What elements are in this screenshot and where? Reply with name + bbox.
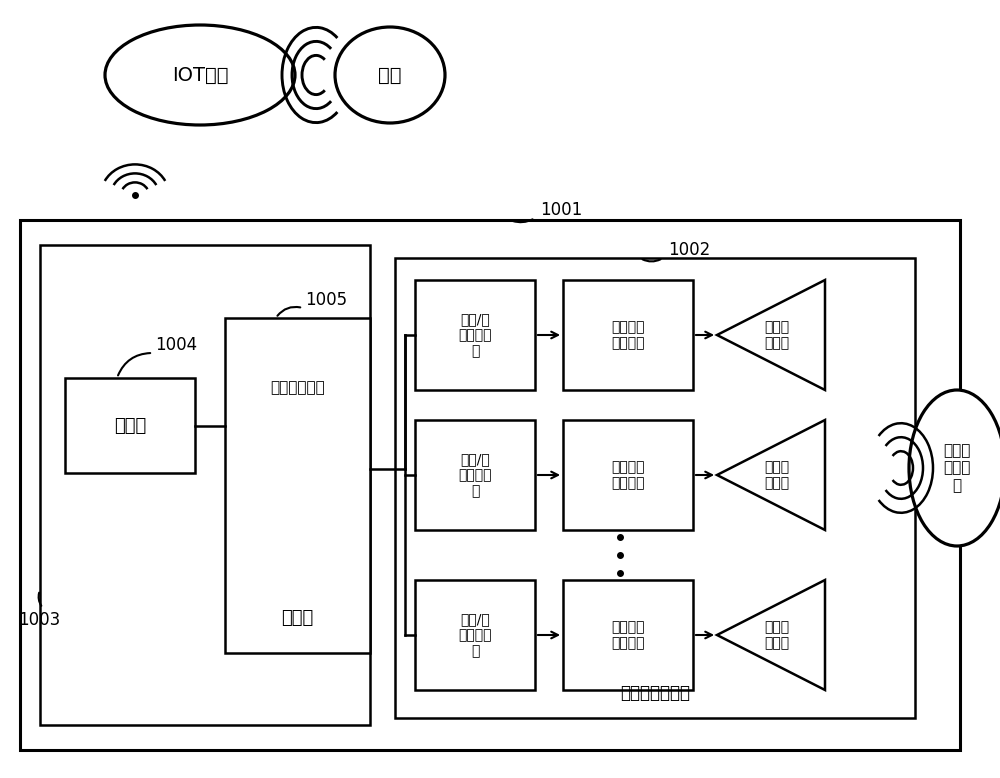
Bar — [20, 220, 960, 750]
Bar — [563, 580, 693, 690]
Text: 处理器: 处理器 — [114, 416, 146, 434]
Text: 异味检测程序: 异味检测程序 — [270, 380, 325, 395]
Text: 1001: 1001 — [540, 201, 582, 219]
Text: 电压/电
流转换电
路: 电压/电 流转换电 路 — [458, 452, 492, 498]
Bar — [563, 280, 693, 390]
Bar — [415, 420, 535, 530]
Text: 电阔变化
検测电桥: 电阔变化 検测电桥 — [611, 620, 645, 650]
Bar — [225, 318, 370, 653]
Ellipse shape — [335, 27, 445, 123]
Text: 应力感
应单元: 应力感 应单元 — [764, 460, 789, 490]
Text: 气味传感器阵列: 气味传感器阵列 — [620, 684, 690, 702]
Bar — [395, 258, 915, 718]
Text: 电压/电
流转换电
路: 电压/电 流转换电 路 — [458, 612, 492, 658]
Bar — [65, 378, 195, 473]
Ellipse shape — [909, 390, 1000, 546]
Text: 电阔变化
検测电桥: 电阔变化 検测电桥 — [611, 460, 645, 490]
Bar — [415, 580, 535, 690]
Text: 应力感
应单元: 应力感 应单元 — [764, 320, 789, 350]
Text: 存储器: 存储器 — [281, 609, 314, 627]
Text: IOT网络: IOT网络 — [172, 65, 228, 85]
Text: 电压/电
流转换电
路: 电压/电 流转换电 路 — [458, 312, 492, 358]
Bar — [40, 245, 370, 725]
Text: 应力感
应单元: 应力感 应单元 — [764, 620, 789, 650]
Text: 电阔变化
検测电桥: 电阔变化 検测电桥 — [611, 320, 645, 350]
Polygon shape — [717, 280, 825, 390]
Text: 变质、
腐烂物
体: 变质、 腐烂物 体 — [943, 443, 971, 493]
Text: 1002: 1002 — [668, 241, 710, 259]
Bar — [563, 420, 693, 530]
Polygon shape — [717, 420, 825, 530]
Text: 1004: 1004 — [155, 336, 197, 354]
Bar — [415, 280, 535, 390]
Ellipse shape — [105, 25, 295, 125]
Polygon shape — [717, 580, 825, 690]
Text: 用户: 用户 — [378, 65, 402, 85]
Text: 1005: 1005 — [305, 291, 347, 309]
Text: 1003: 1003 — [18, 611, 60, 629]
